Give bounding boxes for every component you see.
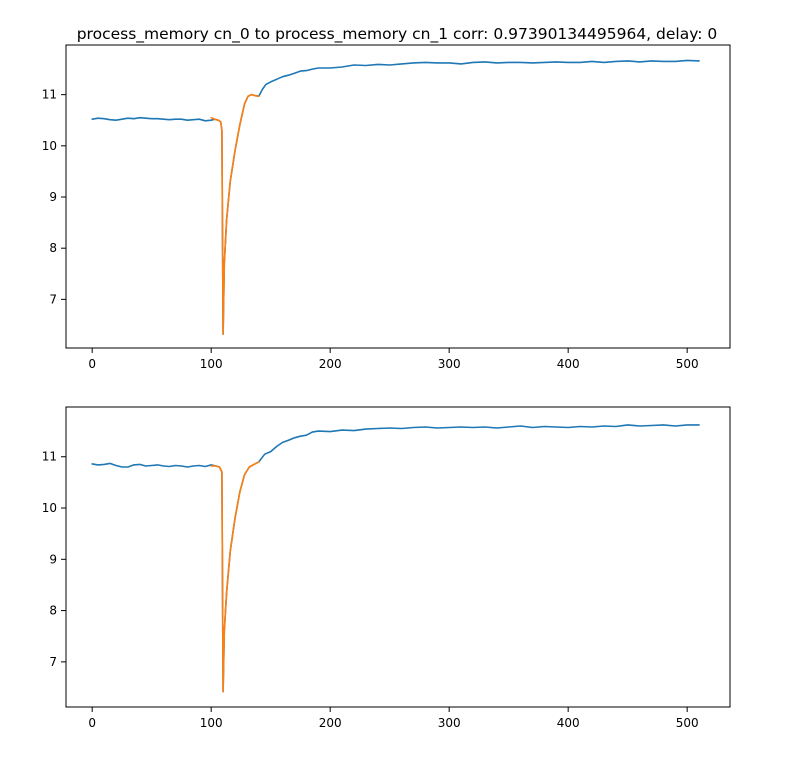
plot-bottom: 0 100 200 300 400 500 7 8 9 10 11: [42, 406, 731, 730]
plot-top-y-tick-label: 8: [49, 241, 57, 255]
plot-bottom-y-tick-label: 7: [49, 655, 57, 669]
plot-top: 0 100 200 300 400 500 7 8 9 10 11: [42, 44, 731, 371]
plot-top-x-axis: 0 100 200 300 400 500: [88, 348, 699, 371]
plot-top-series-1-line: [210, 93, 260, 335]
plot-top-series: [91, 59, 700, 335]
plot-top-x-tick-label: 100: [200, 357, 223, 371]
plot-top-x-tick-label: 300: [438, 357, 461, 371]
plot-top-series-0-line: [91, 59, 700, 335]
plot-bottom-x-tick-label: 300: [438, 716, 461, 730]
plot-top-axes-frame: [65, 44, 731, 349]
plot-bottom-y-tick-label: 9: [49, 552, 57, 566]
plot-top-y-axis: 7 8 9 10 11: [42, 88, 66, 306]
plot-bottom-series-1-line: [210, 461, 260, 693]
plot-bottom-x-axis: 0 100 200 300 400 500: [88, 707, 699, 730]
plot-bottom-y-tick-label: 8: [49, 604, 57, 618]
plot-top-y-tick-label: 10: [42, 139, 57, 153]
plot-bottom-series: [91, 424, 700, 693]
plot-bottom-x-tick-label: 200: [319, 716, 342, 730]
plot-bottom-x-tick-label: 500: [676, 716, 699, 730]
plot-top-y-tick-label: 11: [42, 88, 57, 102]
plot-bottom-y-axis: 7 8 9 10 11: [42, 450, 66, 669]
plot-top-x-tick-label: 0: [88, 357, 96, 371]
plot-bottom-x-tick-label: 400: [557, 716, 580, 730]
plot-bottom-x-tick-label: 100: [200, 716, 223, 730]
plot-top-y-tick-label: 7: [49, 292, 57, 306]
plot-bottom-y-tick-label: 11: [42, 450, 57, 464]
plot-bottom-series-0-line: [91, 424, 700, 693]
plot-bottom-y-tick-label: 10: [42, 501, 57, 515]
plot-bottom-x-tick-label: 0: [88, 716, 96, 730]
plot-top-x-tick-label: 200: [319, 357, 342, 371]
plot-top-x-tick-label: 400: [557, 357, 580, 371]
plot-top-y-tick-label: 9: [49, 190, 57, 204]
figure-title: process_memory cn_0 to process_memory cn…: [77, 25, 718, 44]
plot-bottom-axes-frame: [65, 406, 731, 708]
plot-top-x-tick-label: 500: [676, 357, 699, 371]
